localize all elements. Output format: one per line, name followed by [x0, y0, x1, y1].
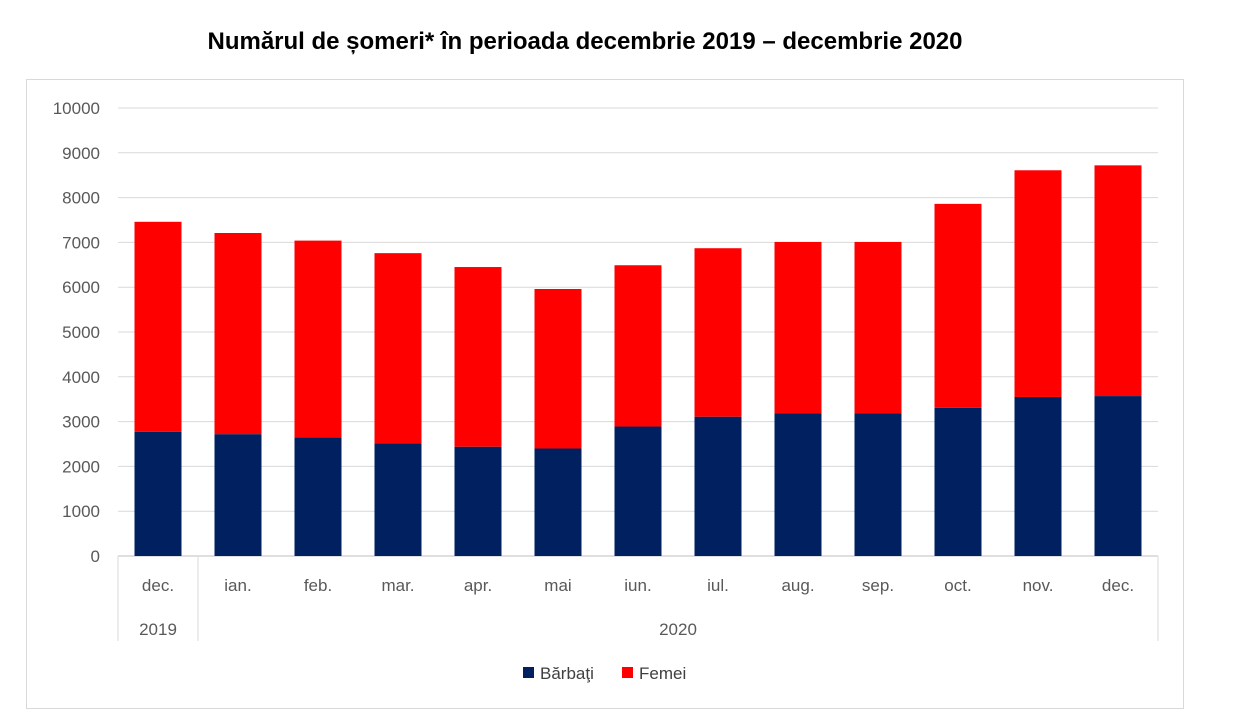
bar-barbati-10	[934, 407, 982, 556]
x-tick-label: mai	[544, 576, 571, 595]
bar-femei-8	[774, 241, 822, 414]
y-tick-label: 2000	[62, 457, 100, 476]
bar-barbati-1	[214, 434, 262, 556]
bar-femei-10	[934, 203, 982, 408]
y-tick-label: 7000	[62, 233, 100, 252]
y-tick-label: 10000	[53, 99, 100, 118]
bar-femei-2	[294, 240, 342, 438]
bar-barbati-8	[774, 413, 822, 556]
y-tick-label: 1000	[62, 502, 100, 521]
legend-label: Bărbaţi	[540, 664, 594, 683]
bar-barbati-3	[374, 443, 422, 556]
x-tick-label: apr.	[464, 576, 492, 595]
bar-barbati-2	[294, 437, 342, 556]
x-tick-label: dec.	[1102, 576, 1134, 595]
x-tick-label: feb.	[304, 576, 332, 595]
x-tick-label: mar.	[381, 576, 414, 595]
y-tick-label: 9000	[62, 144, 100, 163]
y-tick-label: 3000	[62, 413, 100, 432]
bar-femei-3	[374, 253, 422, 444]
y-tick-label: 8000	[62, 189, 100, 208]
bar-barbati-7	[694, 416, 742, 556]
x-tick-label: sep.	[862, 576, 894, 595]
bar-barbati-0	[134, 431, 182, 556]
y-tick-label: 5000	[62, 323, 100, 342]
bar-barbati-12	[1094, 396, 1142, 556]
bar-femei-4	[454, 267, 502, 447]
x-tick-label: ian.	[224, 576, 251, 595]
x-tick-label: iul.	[707, 576, 729, 595]
bar-femei-7	[694, 248, 742, 417]
x-tick-label: dec.	[142, 576, 174, 595]
y-tick-label: 6000	[62, 278, 100, 297]
bar-femei-5	[534, 288, 582, 449]
bar-barbati-5	[534, 448, 582, 556]
x-tick-label: aug.	[781, 576, 814, 595]
x-group-label: 2020	[659, 620, 697, 639]
x-tick-label: nov.	[1023, 576, 1054, 595]
bar-femei-6	[614, 265, 662, 427]
legend-swatch-barbati	[523, 667, 534, 678]
bar-barbati-6	[614, 426, 662, 556]
bar-femei-11	[1014, 170, 1062, 397]
chart-title: Numărul de șomeri* în perioada decembrie…	[207, 28, 963, 55]
bar-femei-9	[854, 241, 902, 414]
y-tick-label: 0	[91, 547, 100, 566]
legend-swatch-femei	[622, 667, 633, 678]
bar-barbati-11	[1014, 396, 1062, 556]
bar-barbati-9	[854, 413, 902, 556]
bar-femei-12	[1094, 165, 1142, 397]
x-tick-label: oct.	[944, 576, 971, 595]
bar-femei-0	[134, 221, 182, 432]
y-tick-label: 4000	[62, 368, 100, 387]
chart-frame	[26, 79, 1184, 709]
bar-femei-1	[214, 232, 262, 435]
x-group-label: 2019	[139, 620, 177, 639]
x-tick-label: iun.	[624, 576, 651, 595]
legend-label: Femei	[639, 664, 686, 683]
bar-barbati-4	[454, 446, 502, 556]
